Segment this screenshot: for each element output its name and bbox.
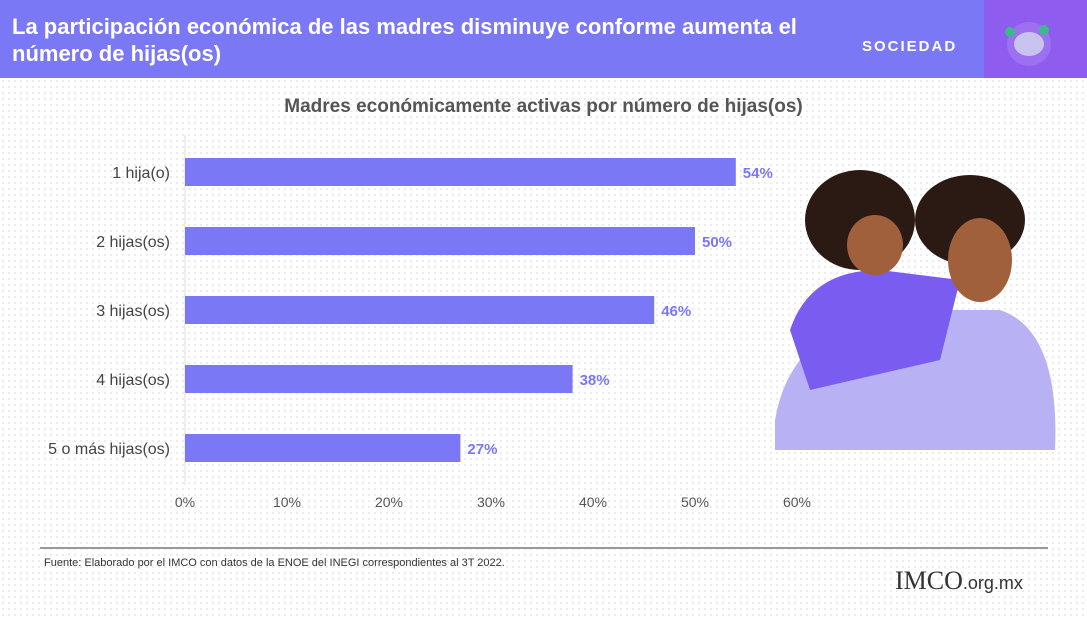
section-icon-box (984, 0, 1087, 78)
bar (185, 365, 573, 393)
category-label: 1 hija(o) (112, 165, 170, 182)
x-tick-label: 0% (175, 494, 195, 510)
imco-logo: IMCO.org.mx (895, 566, 1023, 595)
x-tick-label: 30% (477, 494, 505, 510)
bar-chart: 1 hija(o) 54% 2 hijas(os) 50% 3 hijas(os) 46%… (48, 135, 811, 510)
mother-daughter-illustration (775, 170, 1056, 450)
data-label: 50% (702, 234, 732, 251)
x-tick-label: 60% (783, 494, 811, 510)
category-label: 3 hijas(os) (96, 303, 170, 320)
source-note: Fuente: Elaborado por el IMCO con datos … (44, 557, 505, 569)
x-tick-label: 10% (273, 494, 301, 510)
chart-title: Madres económicamente activas por número… (284, 96, 803, 117)
bar (185, 434, 461, 462)
category-label: 4 hijas(os) (96, 372, 170, 389)
data-label: 38% (580, 372, 610, 389)
x-tick-label: 50% (681, 494, 709, 510)
bar (185, 296, 655, 324)
category-label: 2 hijas(os) (96, 234, 170, 251)
page-title: La participación económica de las madres… (12, 14, 797, 66)
data-label: 54% (743, 165, 773, 182)
category-label: 5 o más hijas(os) (48, 441, 170, 458)
bar (185, 227, 695, 255)
x-tick-label: 40% (579, 494, 607, 510)
footer-divider (40, 547, 1048, 549)
bar (185, 158, 736, 186)
header: La participación económica de las madres… (0, 0, 1087, 78)
data-label: 46% (661, 303, 691, 320)
data-label: 27% (467, 441, 497, 458)
handshake-icon (1005, 22, 1051, 66)
section-label: SOCIEDAD (862, 38, 958, 55)
x-tick-label: 20% (375, 494, 403, 510)
